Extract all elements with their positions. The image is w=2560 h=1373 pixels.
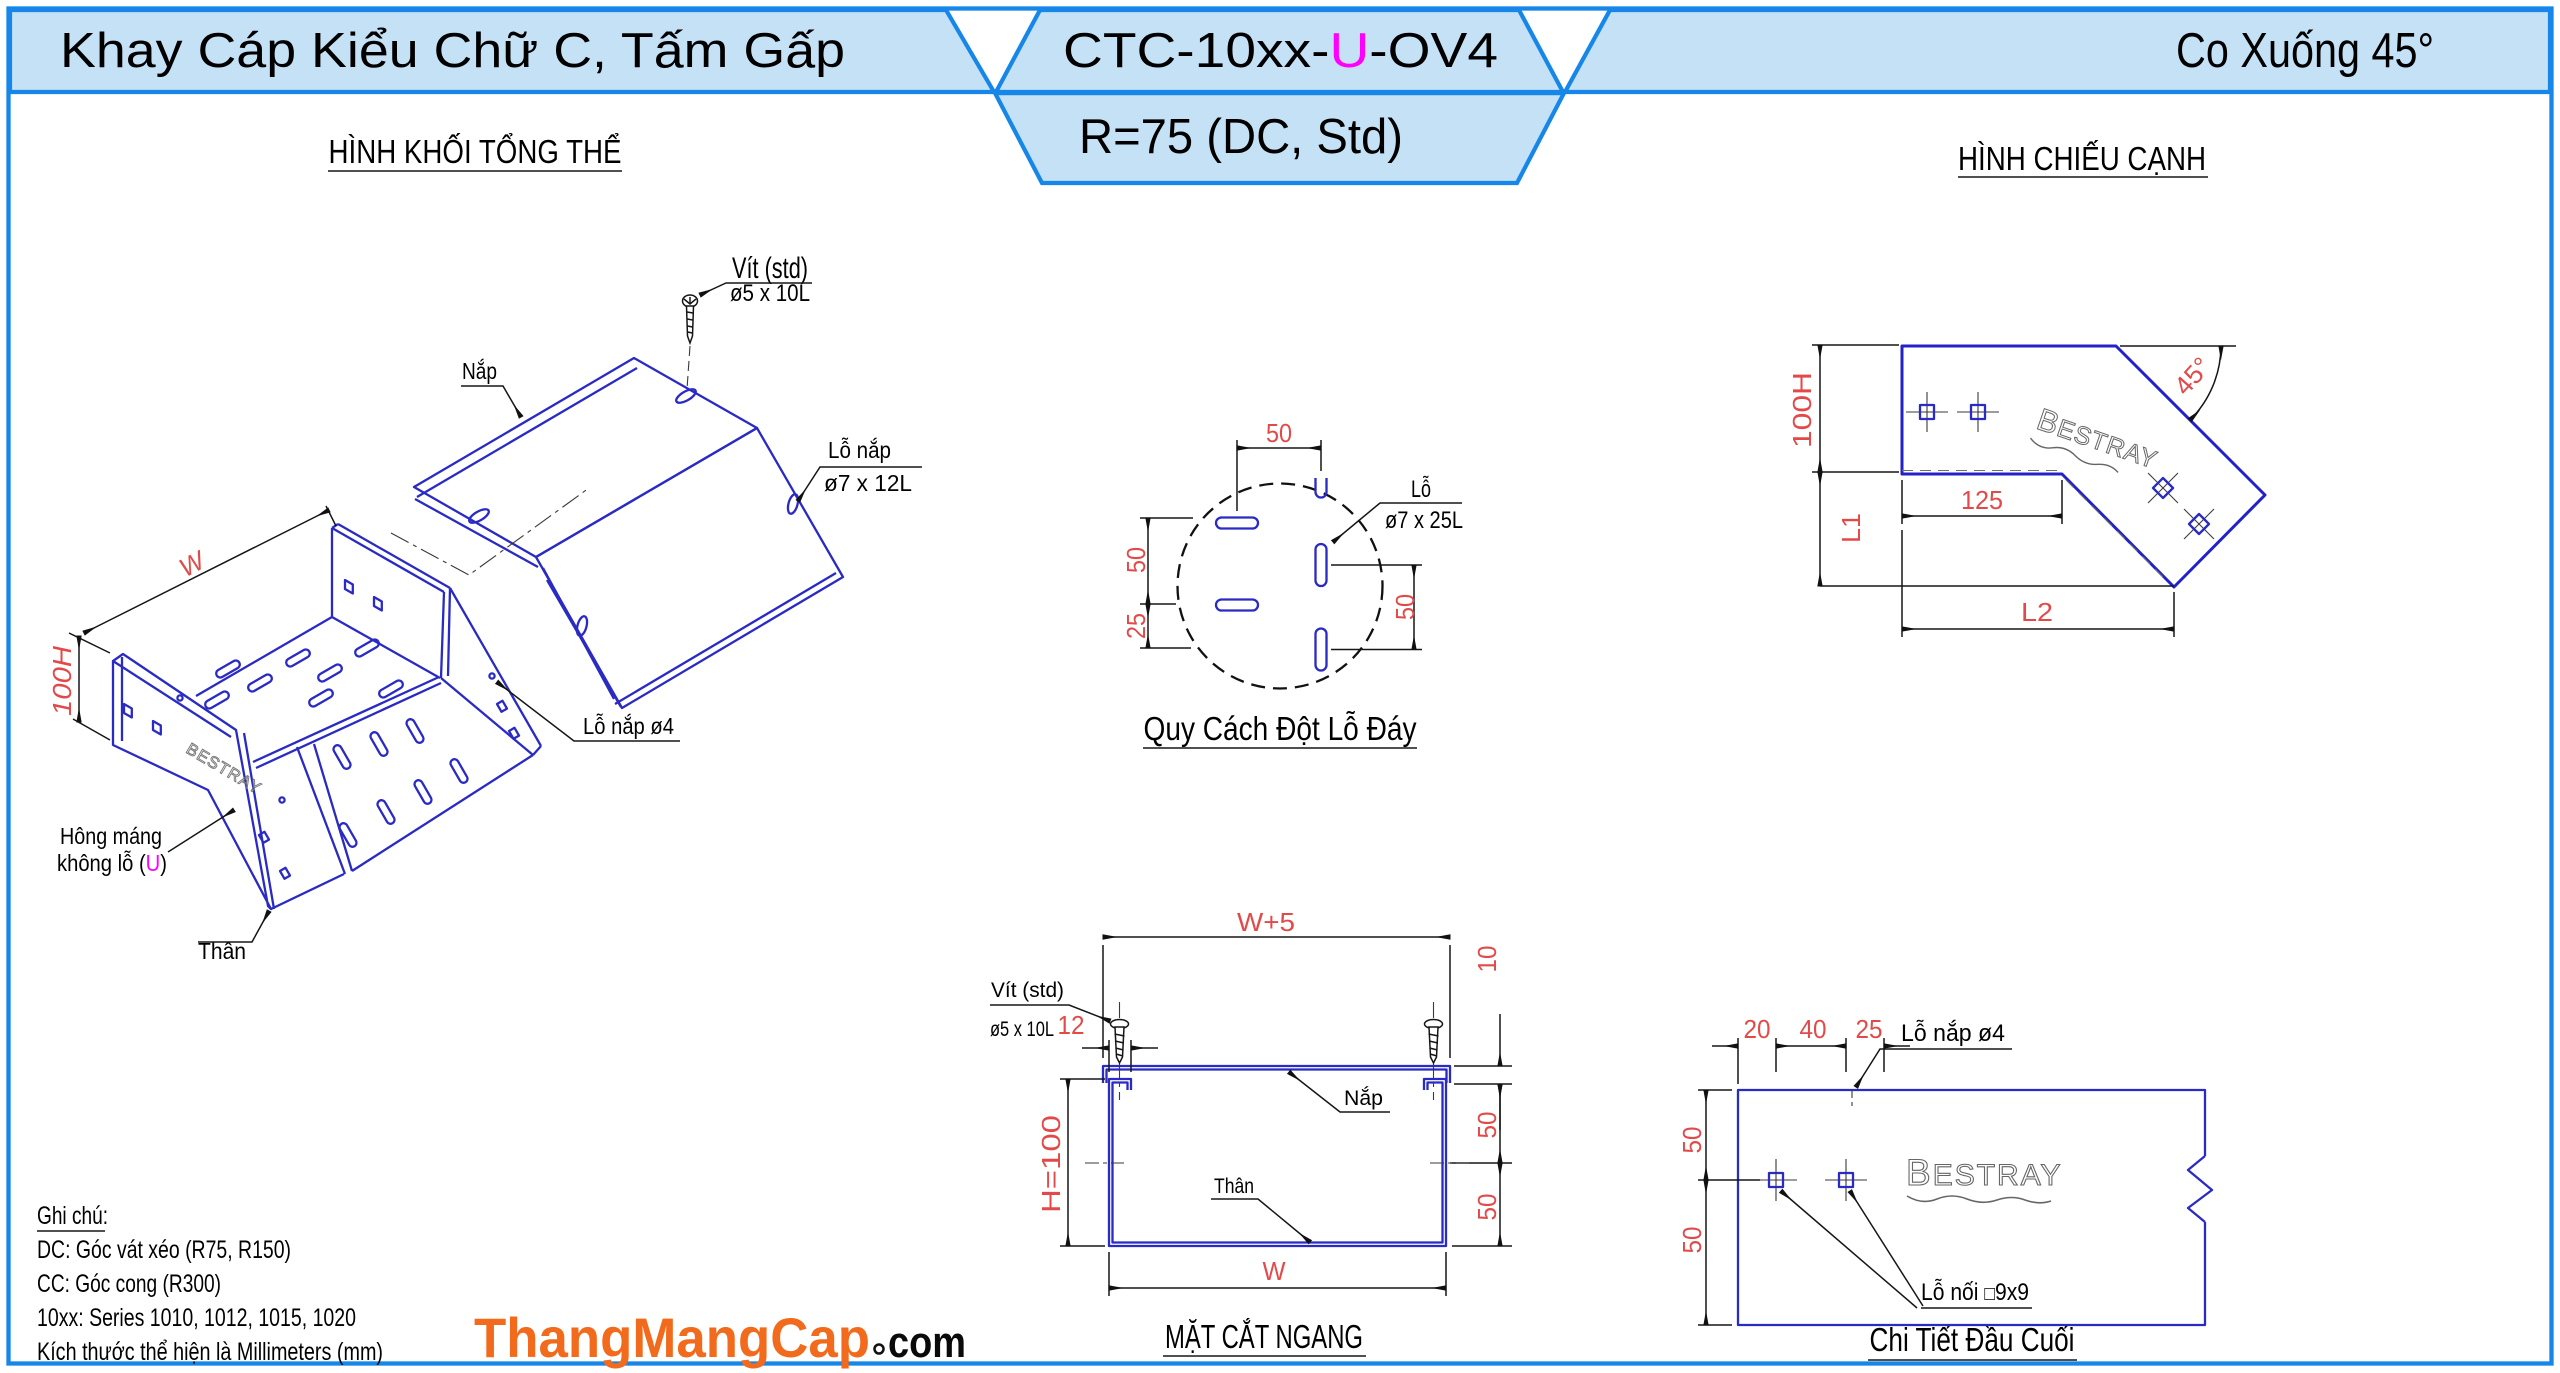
svg-text:Lỗ nắp ø4: Lỗ nắp ø4 [583, 713, 674, 739]
svg-text:không lỗ (U): không lỗ (U) [57, 850, 167, 876]
svg-text:L1: L1 [1836, 513, 1866, 543]
svg-text:Quy Cách Đột Lỗ Đáy: Quy Cách Đột Lỗ Đáy [1144, 710, 1417, 747]
svg-text:R=75 (DC, Std): R=75 (DC, Std) [1079, 110, 1403, 164]
svg-text:Lỗ nắp: Lỗ nắp [828, 437, 891, 463]
svg-text:20: 20 [1744, 1014, 1771, 1044]
svg-text:50: 50 [1121, 547, 1151, 573]
svg-text:50: 50 [1677, 1227, 1707, 1254]
svg-text:Lỗ: Lỗ [1411, 476, 1431, 503]
svg-text:ø5 x 10L: ø5 x 10L [990, 1018, 1054, 1041]
svg-text:Chi Tiết Đầu Cuối: Chi Tiết Đầu Cuối [1870, 1321, 2075, 1358]
svg-text:MẶT CẮT NGANG: MẶT CẮT NGANG [1165, 1318, 1363, 1355]
svg-text:Lỗ nối □9x9: Lỗ nối □9x9 [1921, 1279, 2029, 1306]
svg-text:Ghi chú:: Ghi chú: [37, 1202, 108, 1230]
svg-text:ThangMangCap: ThangMangCap [474, 1306, 870, 1369]
svg-text:W+5: W+5 [1237, 907, 1295, 937]
svg-text:Vít (std): Vít (std) [991, 979, 1064, 1002]
svg-text:ø5 x 10L: ø5 x 10L [730, 280, 810, 307]
svg-text:125: 125 [1961, 485, 2003, 515]
svg-text:Lỗ nắp ø4: Lỗ nắp ø4 [1901, 1020, 2005, 1047]
svg-text:BESTRAY: BESTRAY [1906, 1152, 2063, 1193]
svg-text:50: 50 [1472, 1194, 1502, 1221]
svg-text:Kích thước thể hiện là Millime: Kích thước thể hiện là Millimeters (mm) [37, 1338, 383, 1366]
svg-text:Khay Cáp Kiểu Chữ C, Tấm Gấp: Khay Cáp Kiểu Chữ C, Tấm Gấp [60, 24, 845, 78]
svg-text:com: com [888, 1318, 966, 1367]
svg-text:10: 10 [1472, 946, 1502, 973]
svg-text:ø7 x 12L: ø7 x 12L [824, 470, 912, 496]
svg-text:Thân: Thân [1214, 1175, 1254, 1198]
svg-text:100H: 100H [1787, 372, 1817, 448]
svg-text:W: W [1263, 1256, 1286, 1286]
svg-text:50: 50 [1472, 1112, 1502, 1139]
svg-text:L2: L2 [2021, 597, 2053, 627]
svg-text:Nắp: Nắp [462, 358, 497, 384]
svg-text:ø7 x 25L: ø7 x 25L [1385, 507, 1463, 534]
svg-text:12: 12 [1058, 1010, 1085, 1040]
svg-text:25: 25 [1121, 613, 1151, 639]
svg-text:CTC-10xx-U-OV4: CTC-10xx- U-OV4 [1063, 24, 1498, 78]
svg-text:Vít (std): Vít (std) [732, 252, 808, 285]
svg-text:100H: 100H [47, 646, 77, 716]
svg-text:25: 25 [1856, 1014, 1883, 1044]
svg-text:Co Xuống 45°: Co Xuống 45° [2176, 24, 2434, 78]
svg-text:Hông máng: Hông máng [60, 823, 162, 849]
svg-text:H=100: H=100 [1036, 1115, 1066, 1213]
svg-text:40: 40 [1800, 1014, 1827, 1044]
svg-text:HÌNH CHIẾU CẠNH: HÌNH CHIẾU CẠNH [1958, 140, 2206, 177]
svg-text:50: 50 [1266, 418, 1292, 448]
svg-text:CC: Góc cong (R300): CC: Góc cong (R300) [37, 1270, 221, 1298]
svg-text:50: 50 [1390, 594, 1420, 620]
svg-text:50: 50 [1677, 1127, 1707, 1154]
svg-text:10xx: Series 1010, 1012, 1015,: 10xx: Series 1010, 1012, 1015, 1020 [37, 1304, 356, 1332]
svg-text:HÌNH KHỐI TỔNG THỂ: HÌNH KHỐI TỔNG THỂ [329, 132, 622, 170]
svg-text:DC: Góc vát xéo (R75, R150): DC: Góc vát xéo (R75, R150) [37, 1236, 291, 1264]
svg-text:Nắp: Nắp [1344, 1087, 1383, 1110]
